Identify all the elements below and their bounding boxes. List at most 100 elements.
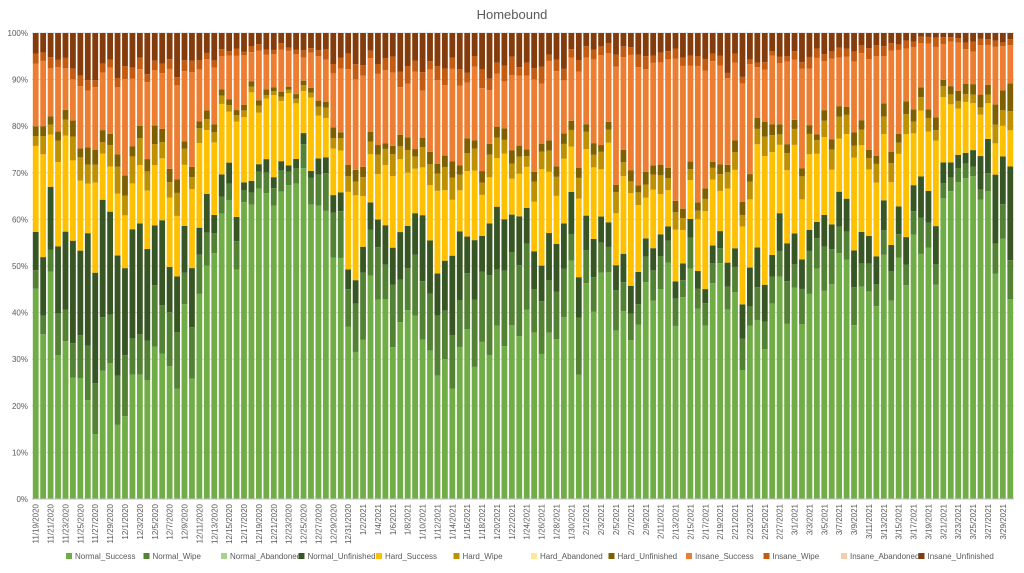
bar-segment-hard-unfinished — [226, 99, 233, 106]
bar-segment-hard-wipe — [345, 176, 352, 192]
bar-segment-insane-unfinished — [360, 33, 366, 66]
x-tick-label: 2/11/2021 — [657, 503, 666, 539]
bar-segment-insane-wipe — [382, 58, 389, 71]
bar-segment-normal-success — [47, 271, 54, 499]
bar-segment-insane-wipe — [159, 63, 166, 74]
bar-segment-hard-success — [382, 165, 389, 226]
bar-segment-hard-success — [352, 195, 359, 281]
bar-segment-hard-unfinished — [836, 106, 843, 117]
bar-segment-insane-success — [211, 67, 218, 125]
bar-segment-normal-unfinished — [769, 254, 776, 277]
bar-segment-insane-unfinished — [657, 33, 664, 53]
bar-stack — [285, 33, 292, 499]
bar-segment-normal-unfinished — [456, 231, 463, 300]
bar-segment-insane-unfinished — [761, 33, 768, 63]
bar-segment-insane-wipe — [583, 46, 590, 58]
bar-segment-insane-success — [627, 54, 634, 171]
bar-stack — [241, 33, 247, 499]
bar-segment-insane-wipe — [880, 46, 887, 56]
bar-segment-insane-unfinished — [947, 33, 954, 38]
bar-segment-normal-wipe — [203, 232, 210, 266]
x-axis: 11/19/2020 11/21/2020 11/23/2020 11/25/2020… — [32, 498, 1014, 544]
bar-segment-normal-wipe — [739, 338, 746, 371]
bar-segment-normal-unfinished — [203, 193, 210, 233]
bar-segment-normal-unfinished — [873, 256, 880, 285]
bar-segment-hard-wipe — [367, 141, 374, 155]
bar-segment-insane-wipe — [613, 54, 619, 67]
bar-segment-hard-unfinished — [977, 94, 984, 108]
bar-segment-hard-wipe — [501, 139, 508, 154]
bar-segment-insane-unfinished — [799, 33, 805, 63]
bar-segment-normal-wipe — [55, 313, 61, 356]
bar-segment-normal-success — [174, 388, 180, 499]
bar-stack — [412, 33, 419, 499]
bar-segment-normal-success — [955, 182, 962, 500]
bar-segment-normal-unfinished — [196, 227, 203, 255]
bar-segment-insane-unfinished — [598, 33, 605, 47]
bar-segment-normal-success — [776, 276, 783, 499]
bar-segment-hard-wipe — [77, 157, 84, 181]
bar-segment-normal-unfinished — [1007, 166, 1014, 261]
bar-segment-insane-unfinished — [821, 33, 828, 55]
x-tick-label: 2/17/2021 — [701, 503, 710, 539]
bar-segment-insane-unfinished — [561, 33, 567, 69]
bar-segment-normal-wipe — [895, 234, 902, 258]
bar-segment-insane-success — [992, 46, 999, 105]
bar-segment-normal-wipe — [880, 230, 887, 255]
bar-segment-normal-unfinished — [732, 248, 738, 267]
bar-segment-hard-wipe — [754, 128, 761, 145]
bar-segment-insane-unfinished — [553, 33, 560, 60]
bar-segment-hard-unfinished — [248, 81, 255, 87]
bar-segment-hard-wipe — [464, 153, 471, 172]
bar-segment-insane-wipe — [985, 39, 991, 45]
bar-segment-hard-wipe — [144, 171, 151, 191]
bar-segment-normal-unfinished — [516, 216, 523, 266]
bar-segment-hard-success — [754, 144, 761, 248]
bar-segment-insane-success — [732, 62, 738, 141]
bar-segment-hard-success — [836, 138, 843, 192]
bar-segment-hard-unfinished — [732, 140, 738, 152]
bar-segment-normal-unfinished — [657, 234, 664, 257]
bar-segment-hard-success — [627, 193, 634, 286]
bar-segment-hard-success — [486, 177, 493, 224]
bar-segment-hard-success — [531, 201, 538, 252]
bar-segment-hard-wipe — [300, 85, 307, 91]
legend-swatch — [453, 553, 460, 559]
bar-segment-normal-wipe — [546, 279, 552, 333]
bar-segment-normal-wipe — [642, 256, 649, 283]
bar-segment-insane-unfinished — [992, 33, 999, 41]
bar-segment-normal-wipe — [166, 312, 173, 367]
bar-segment-hard-success — [813, 153, 820, 222]
bar-segment-insane-wipe — [799, 62, 805, 69]
bar-segment-insane-unfinished — [300, 33, 307, 51]
bar-segment-insane-success — [99, 72, 106, 131]
bar-stack — [531, 33, 538, 499]
legend-label: Normal_Unfinished — [308, 552, 376, 561]
bar-segment-insane-wipe — [174, 77, 180, 86]
bar-segment-hard-success — [553, 195, 560, 244]
bar-segment-insane-success — [382, 70, 389, 144]
bar-segment-normal-unfinished — [55, 246, 61, 314]
bar-segment-hard-unfinished — [464, 138, 471, 154]
legend-label: Hard_Success — [385, 552, 437, 561]
bar-segment-insane-success — [903, 48, 910, 102]
x-tick-label: 12/21/2020 — [270, 503, 279, 544]
bar-segment-hard-wipe — [970, 94, 976, 103]
bar-stack — [910, 33, 917, 499]
bar-segment-normal-success — [642, 282, 649, 499]
x-tick-label: 3/9/2021 — [850, 503, 859, 535]
bar-segment-hard-unfinished — [985, 84, 991, 95]
bar-segment-normal-wipe — [932, 264, 939, 285]
bar-segment-normal-wipe — [791, 264, 798, 288]
bar-segment-hard-success — [330, 148, 337, 196]
bar-segment-insane-unfinished — [806, 33, 813, 57]
bar-segment-hard-unfinished — [494, 126, 500, 138]
bar-stack — [620, 33, 627, 499]
bar-segment-insane-success — [293, 54, 299, 95]
bar-segment-normal-unfinished — [531, 251, 538, 289]
bar-stack — [672, 33, 679, 499]
bar-stack — [471, 33, 478, 499]
bar-segment-normal-unfinished — [970, 150, 976, 167]
bar-segment-normal-wipe — [508, 252, 515, 326]
bar-segment-normal-success — [970, 176, 976, 499]
